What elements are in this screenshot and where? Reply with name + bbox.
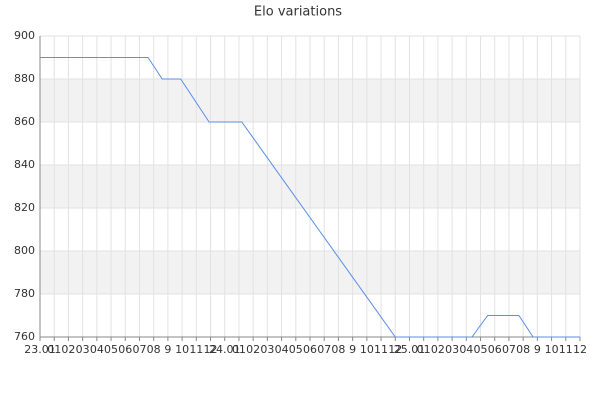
y-tick-label: 800 xyxy=(14,244,35,257)
x-tick-label: 05 xyxy=(474,343,488,356)
y-tick-label: 860 xyxy=(14,115,35,128)
x-tick-label: 02 xyxy=(61,343,75,356)
y-tick-label: 820 xyxy=(14,201,35,214)
y-tick-label: 780 xyxy=(14,287,35,300)
x-tick-label: 12 xyxy=(388,343,402,356)
x-tick-label: 25.01 xyxy=(394,343,426,356)
x-tick-label: 03 xyxy=(76,343,90,356)
x-tick-label: 01 xyxy=(417,343,431,356)
y-tick-label: 840 xyxy=(14,158,35,171)
x-tick-label: 11 xyxy=(559,343,573,356)
chart-title: Elo variations xyxy=(254,5,342,20)
x-tick-label: 06 xyxy=(118,343,132,356)
x-tick-label: 02 xyxy=(246,343,260,356)
y-tick-label: 880 xyxy=(14,72,35,85)
x-tick-label: 06 xyxy=(303,343,317,356)
x-tick-label: 05 xyxy=(104,343,118,356)
x-tick-label: 07 xyxy=(132,343,146,356)
x-tick-label: 12 xyxy=(204,343,218,356)
x-tick-label: 04 xyxy=(90,343,104,356)
x-tick-label: 24.01 xyxy=(209,343,241,356)
x-tick-label: 08 xyxy=(147,343,161,356)
x-tick-label: 05 xyxy=(289,343,303,356)
x-tick-label: 04 xyxy=(275,343,289,356)
x-tick-label: 01 xyxy=(232,343,246,356)
x-tick-label: 10 xyxy=(175,343,189,356)
x-tick-label: 9 xyxy=(534,343,541,356)
x-tick-label: 07 xyxy=(502,343,516,356)
x-tick-label: 06 xyxy=(488,343,502,356)
x-tick-label: 12 xyxy=(573,343,587,356)
x-tick-label: 08 xyxy=(516,343,530,356)
x-tick-label: 10 xyxy=(360,343,374,356)
line xyxy=(40,57,580,338)
x-tick-label: 9 xyxy=(164,343,171,356)
x-tick-label: 03 xyxy=(260,343,274,356)
x-tick-label: 11 xyxy=(189,343,203,356)
x-tick-label: 07 xyxy=(317,343,331,356)
x-tick-label: 01 xyxy=(47,343,61,356)
x-tick-label: 11 xyxy=(374,343,388,356)
x-tick-label: 02 xyxy=(431,343,445,356)
x-tick-label: 23.01 xyxy=(24,343,56,356)
x-tick-label: 03 xyxy=(445,343,459,356)
x-tick-label: 9 xyxy=(349,343,356,356)
x-tick-label: 10 xyxy=(545,343,559,356)
y-tick-label: 760 xyxy=(14,330,35,343)
y-tick-label: 900 xyxy=(14,29,35,42)
x-tick-label: 08 xyxy=(331,343,345,356)
x-tick-label: 04 xyxy=(459,343,473,356)
